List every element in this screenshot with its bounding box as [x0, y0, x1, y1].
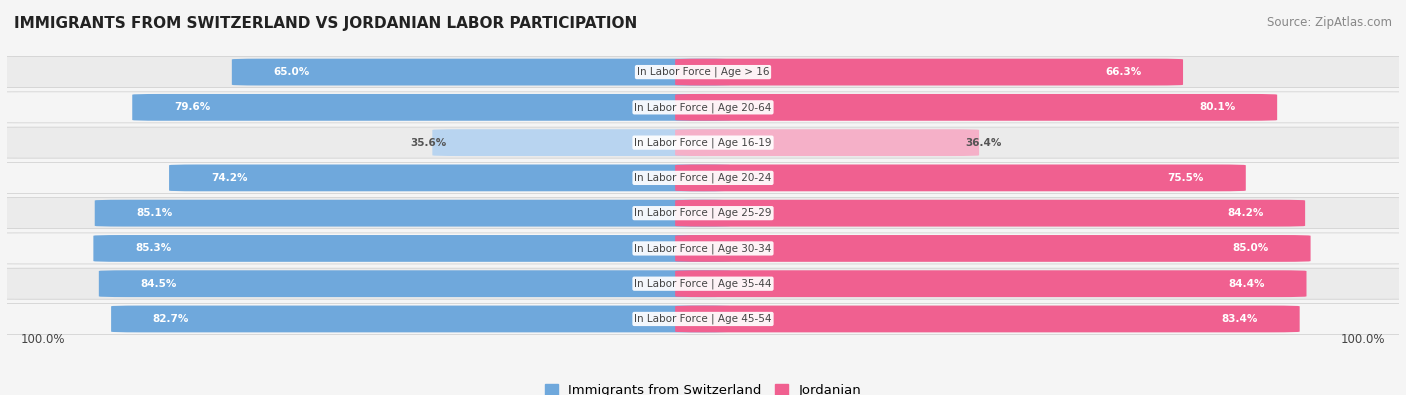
Text: 84.2%: 84.2%: [1227, 208, 1264, 218]
FancyBboxPatch shape: [0, 198, 1406, 229]
FancyBboxPatch shape: [675, 306, 1299, 332]
Text: 100.0%: 100.0%: [21, 333, 66, 346]
Text: 83.4%: 83.4%: [1222, 314, 1258, 324]
FancyBboxPatch shape: [675, 94, 1277, 121]
FancyBboxPatch shape: [675, 59, 1182, 85]
Text: 35.6%: 35.6%: [411, 137, 446, 148]
FancyBboxPatch shape: [0, 233, 1406, 264]
Text: 85.1%: 85.1%: [136, 208, 173, 218]
Text: 84.4%: 84.4%: [1229, 279, 1265, 289]
FancyBboxPatch shape: [0, 162, 1406, 194]
FancyBboxPatch shape: [94, 200, 731, 227]
FancyBboxPatch shape: [93, 235, 731, 262]
FancyBboxPatch shape: [675, 270, 1306, 297]
FancyBboxPatch shape: [0, 303, 1406, 335]
FancyBboxPatch shape: [675, 235, 1310, 262]
FancyBboxPatch shape: [0, 92, 1406, 123]
Text: IMMIGRANTS FROM SWITZERLAND VS JORDANIAN LABOR PARTICIPATION: IMMIGRANTS FROM SWITZERLAND VS JORDANIAN…: [14, 16, 637, 31]
FancyBboxPatch shape: [98, 270, 731, 297]
Text: Source: ZipAtlas.com: Source: ZipAtlas.com: [1267, 16, 1392, 29]
Text: 85.0%: 85.0%: [1233, 243, 1268, 254]
Text: 100.0%: 100.0%: [1340, 333, 1385, 346]
FancyBboxPatch shape: [0, 268, 1406, 299]
Legend: Immigrants from Switzerland, Jordanian: Immigrants from Switzerland, Jordanian: [540, 379, 866, 395]
Text: In Labor Force | Age 45-54: In Labor Force | Age 45-54: [634, 314, 772, 324]
Text: 82.7%: 82.7%: [153, 314, 190, 324]
Text: In Labor Force | Age 25-29: In Labor Force | Age 25-29: [634, 208, 772, 218]
Text: In Labor Force | Age > 16: In Labor Force | Age > 16: [637, 67, 769, 77]
FancyBboxPatch shape: [0, 56, 1406, 88]
Text: 65.0%: 65.0%: [274, 67, 309, 77]
Text: In Labor Force | Age 20-64: In Labor Force | Age 20-64: [634, 102, 772, 113]
FancyBboxPatch shape: [132, 94, 731, 121]
FancyBboxPatch shape: [675, 129, 979, 156]
FancyBboxPatch shape: [675, 200, 1305, 227]
FancyBboxPatch shape: [111, 306, 731, 332]
Text: 74.2%: 74.2%: [211, 173, 247, 183]
FancyBboxPatch shape: [232, 59, 731, 85]
Text: 75.5%: 75.5%: [1167, 173, 1204, 183]
Text: 79.6%: 79.6%: [174, 102, 211, 112]
FancyBboxPatch shape: [675, 164, 1246, 191]
Text: In Labor Force | Age 35-44: In Labor Force | Age 35-44: [634, 278, 772, 289]
FancyBboxPatch shape: [0, 127, 1406, 158]
FancyBboxPatch shape: [169, 164, 731, 191]
Text: 85.3%: 85.3%: [135, 243, 172, 254]
Text: 80.1%: 80.1%: [1199, 102, 1236, 112]
Text: 66.3%: 66.3%: [1105, 67, 1142, 77]
Text: In Labor Force | Age 30-34: In Labor Force | Age 30-34: [634, 243, 772, 254]
Text: In Labor Force | Age 20-24: In Labor Force | Age 20-24: [634, 173, 772, 183]
FancyBboxPatch shape: [433, 129, 731, 156]
Text: 36.4%: 36.4%: [965, 137, 1001, 148]
Text: In Labor Force | Age 16-19: In Labor Force | Age 16-19: [634, 137, 772, 148]
Text: 84.5%: 84.5%: [141, 279, 177, 289]
